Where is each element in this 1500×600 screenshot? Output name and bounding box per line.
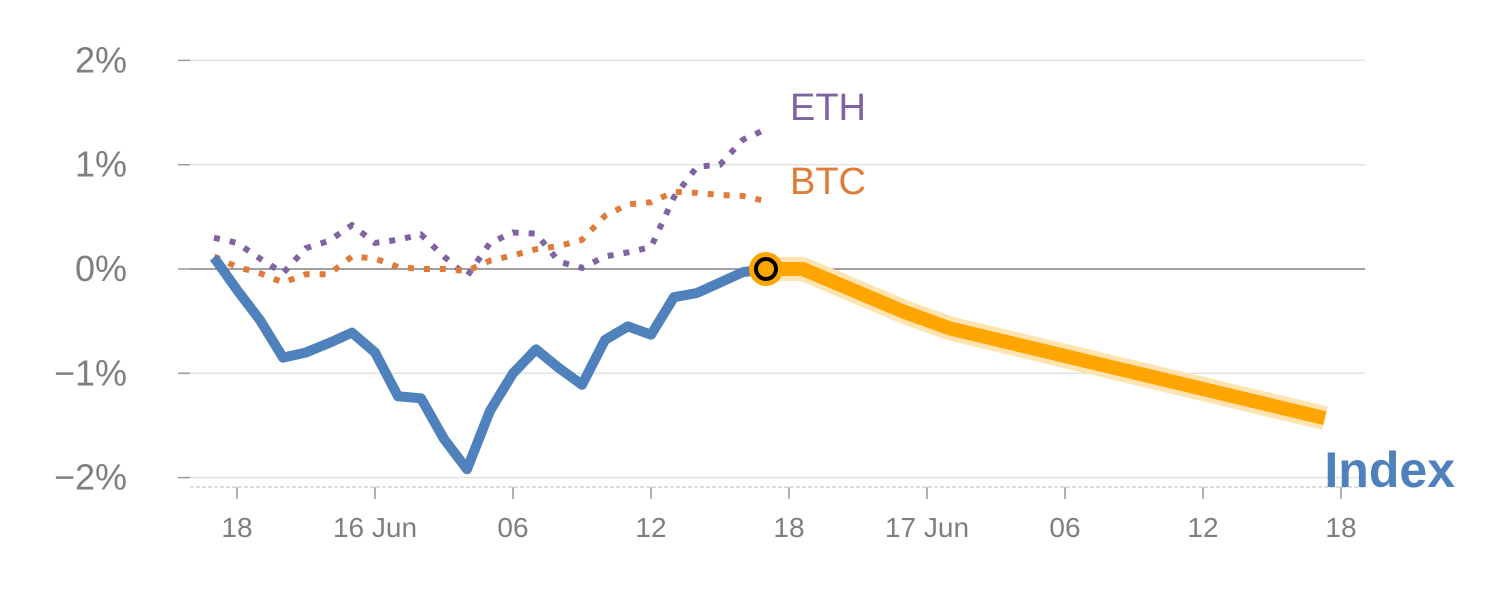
y-tick-label: −1% <box>54 352 127 393</box>
x-tick-label: 18 <box>773 512 804 543</box>
series-btc-line <box>212 188 767 286</box>
x-tick-label: 16 Jun <box>333 512 417 543</box>
y-axis: 2% 1% 0% −1% −2% <box>54 39 190 498</box>
y-tick-label: −2% <box>54 457 127 498</box>
series-layer <box>209 126 1328 475</box>
series-eth-line <box>213 126 768 281</box>
x-tick-label: 17 Jun <box>885 512 969 543</box>
current-point-marker-inner <box>754 257 778 281</box>
x-tick-label: 18 <box>221 512 252 543</box>
y-tick-label: 0% <box>75 248 127 289</box>
x-tick-label: 12 <box>635 512 666 543</box>
x-tick-label: 12 <box>1187 512 1218 543</box>
series-index-forecast-line <box>766 262 1327 425</box>
x-axis: 18 16 Jun 06 12 18 17 Jun 06 12 18 <box>221 487 1357 543</box>
y-tick-label: 1% <box>75 144 127 185</box>
x-tick-label: 06 <box>497 512 528 543</box>
x-tick-label: 18 <box>1325 512 1356 543</box>
series-label-index: Index <box>1324 442 1455 498</box>
series-label-btc: BTC <box>790 161 866 203</box>
series-index-line <box>209 254 767 475</box>
x-tick-label: 06 <box>1049 512 1080 543</box>
y-tick-label: 2% <box>75 39 127 80</box>
series-label-eth: ETH <box>790 87 866 129</box>
